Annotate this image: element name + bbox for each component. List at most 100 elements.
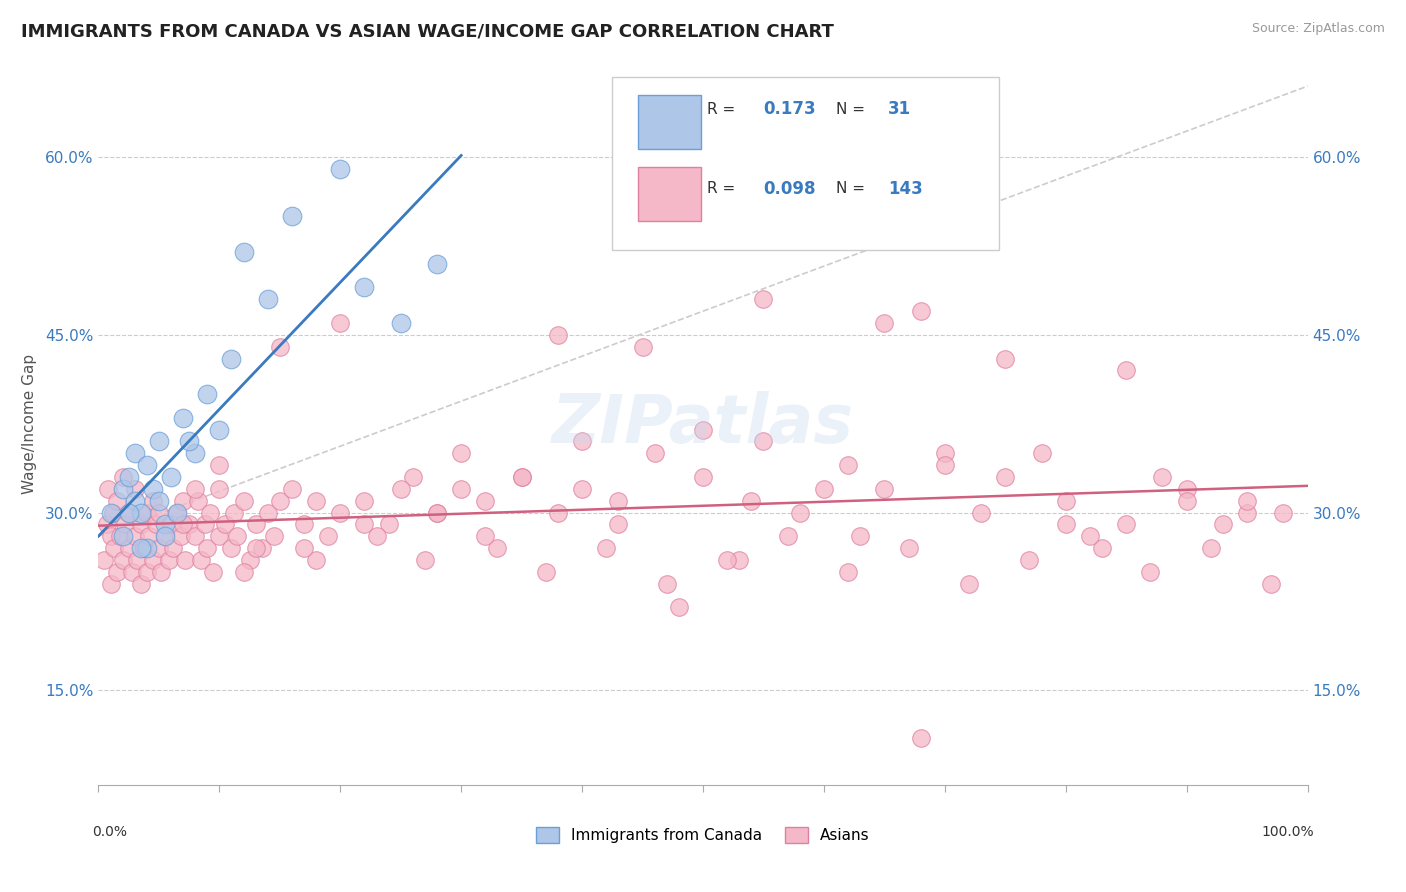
Point [111,529,134,543]
Point [329,506,352,520]
Point [153,517,176,532]
Point [153,529,176,543]
Point [135,541,157,555]
Point [1260,576,1282,591]
Point [510,470,533,484]
Point [239,553,262,567]
Point [263,529,285,543]
Point [118,541,141,555]
Point [547,506,569,520]
Point [97,482,120,496]
Point [837,565,859,579]
Point [129,517,152,532]
Point [1078,529,1101,543]
Point [1152,470,1174,484]
Point [129,506,152,520]
Text: R =: R = [707,102,740,117]
Point [232,244,254,259]
Point [135,506,157,520]
FancyBboxPatch shape [638,167,700,221]
Point [316,529,339,543]
Point [148,541,170,555]
Point [150,565,173,579]
Point [1054,493,1077,508]
Point [994,351,1017,366]
Point [100,576,122,591]
Point [111,482,134,496]
Point [1031,446,1053,460]
Point [269,340,291,354]
Point [1054,517,1077,532]
Point [124,493,146,508]
Point [124,446,146,460]
Point [389,482,412,496]
Point [1139,565,1161,579]
Point [172,493,194,508]
Point [208,458,231,472]
Point [366,529,388,543]
Point [377,517,399,532]
Point [100,506,122,520]
Point [644,446,666,460]
Point [208,529,231,543]
Point [135,458,157,472]
Text: Source: ZipAtlas.com: Source: ZipAtlas.com [1251,22,1385,36]
Point [124,482,146,496]
Point [187,493,209,508]
Point [873,482,896,496]
Point [837,458,859,472]
Point [607,517,630,532]
Point [547,327,569,342]
Point [142,553,165,567]
Point [118,470,141,484]
Point [179,517,201,532]
Point [174,553,197,567]
Point [305,493,328,508]
Point [752,434,775,449]
Point [1236,506,1258,520]
Point [118,506,141,520]
Point [426,257,449,271]
Point [631,340,654,354]
Point [269,493,291,508]
Point [232,493,254,508]
Point [105,565,128,579]
Point [153,529,176,543]
Text: R =: R = [707,181,740,196]
Point [849,529,872,543]
Point [426,506,449,520]
Point [142,493,165,508]
Point [202,565,225,579]
Point [329,162,352,177]
Point [194,517,217,532]
Text: 0.0%: 0.0% [93,825,128,838]
Point [145,517,167,532]
Text: 31: 31 [889,101,911,119]
Point [108,529,131,543]
Text: 100.0%: 100.0% [1261,825,1313,838]
Point [668,600,690,615]
Point [198,506,221,520]
Point [148,506,170,520]
Point [1115,363,1137,377]
Point [157,553,180,567]
Point [184,446,207,460]
Point [162,541,184,555]
Point [728,553,751,567]
Point [1175,493,1198,508]
Point [179,434,201,449]
Y-axis label: Wage/Income Gap: Wage/Income Gap [21,353,37,494]
Point [655,576,678,591]
Point [1091,541,1114,555]
Text: N =: N = [837,181,870,196]
Point [281,482,304,496]
Point [208,482,231,496]
Point [595,541,617,555]
Point [413,553,436,567]
Point [100,529,122,543]
Point [129,576,152,591]
Point [135,565,157,579]
Point [292,541,315,555]
Point [111,553,134,567]
Point [101,506,124,520]
